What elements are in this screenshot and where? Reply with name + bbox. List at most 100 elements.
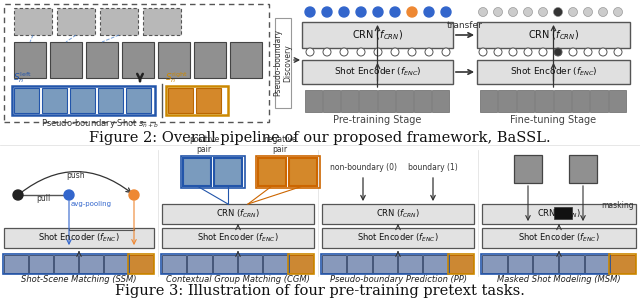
Circle shape <box>339 7 349 17</box>
Text: Shot Encoder ($f_{ENC}$): Shot Encoder ($f_{ENC}$) <box>357 232 439 244</box>
Text: CRN ($f_{CRN}$): CRN ($f_{CRN}$) <box>216 208 260 220</box>
Bar <box>212 255 237 273</box>
Text: Pseudo-boundary
Discovery: Pseudo-boundary Discovery <box>273 29 292 97</box>
Text: Contextual Group Matching (CGM): Contextual Group Matching (CGM) <box>166 275 310 284</box>
Circle shape <box>479 8 488 17</box>
Bar <box>256 156 320 188</box>
Text: Shot Encoder ($f_{ENC}$): Shot Encoder ($f_{ENC}$) <box>38 232 120 244</box>
Bar <box>143 8 181 35</box>
Bar <box>126 88 151 113</box>
Circle shape <box>425 48 433 56</box>
Bar <box>161 254 289 274</box>
Circle shape <box>614 48 622 56</box>
Text: push: push <box>67 171 85 180</box>
Bar <box>516 90 534 112</box>
Bar <box>609 254 636 274</box>
Circle shape <box>479 48 487 56</box>
Bar <box>590 90 607 112</box>
Bar <box>514 155 542 183</box>
Circle shape <box>424 7 434 17</box>
Bar <box>162 228 314 248</box>
Circle shape <box>323 48 331 56</box>
Text: $S_n^\mathrm{left}$: $S_n^\mathrm{left}$ <box>13 70 31 85</box>
Bar <box>122 42 154 78</box>
Text: CRN ($f_{CRN}$): CRN ($f_{CRN}$) <box>528 28 579 42</box>
Bar <box>14 42 46 78</box>
Circle shape <box>13 190 23 200</box>
Bar <box>302 22 453 48</box>
Bar <box>372 255 397 273</box>
Circle shape <box>374 48 382 56</box>
Bar <box>585 255 609 273</box>
Circle shape <box>357 48 365 56</box>
Text: Shot Encoder ($f_{ENC}$): Shot Encoder ($f_{ENC}$) <box>197 232 279 244</box>
Text: masking: masking <box>601 201 634 210</box>
Bar <box>499 90 516 112</box>
Bar <box>554 90 571 112</box>
Bar <box>162 255 186 273</box>
Text: Masked Shot Modeling (MSM): Masked Shot Modeling (MSM) <box>497 275 621 284</box>
Bar <box>4 255 28 273</box>
Bar <box>322 228 474 248</box>
Bar <box>162 204 314 224</box>
Text: transfer: transfer <box>447 21 483 30</box>
Text: Pre-training Stage: Pre-training Stage <box>333 115 422 125</box>
Bar <box>104 255 128 273</box>
Text: CRN ($f_{CRN}$): CRN ($f_{CRN}$) <box>352 28 403 42</box>
Bar <box>168 88 193 113</box>
Circle shape <box>524 48 532 56</box>
Bar <box>14 8 52 35</box>
Bar <box>258 158 286 186</box>
Circle shape <box>509 8 518 17</box>
Bar <box>423 255 447 273</box>
Bar <box>14 88 39 113</box>
Text: CRN ($f_{CRN}$): CRN ($f_{CRN}$) <box>537 208 581 220</box>
Bar <box>98 88 123 113</box>
Bar <box>70 88 95 113</box>
Circle shape <box>509 48 517 56</box>
Bar <box>129 255 153 273</box>
Circle shape <box>614 8 623 17</box>
Bar <box>569 155 597 183</box>
Bar <box>50 42 82 78</box>
Bar <box>559 255 584 273</box>
Bar <box>158 42 190 78</box>
Circle shape <box>554 48 562 56</box>
Circle shape <box>391 48 399 56</box>
Bar <box>360 90 376 112</box>
Bar <box>4 228 154 248</box>
Bar <box>29 255 53 273</box>
Bar <box>100 8 138 35</box>
Bar <box>535 90 552 112</box>
Bar <box>508 255 532 273</box>
Bar <box>572 90 589 112</box>
Text: Pseudo-boundary Prediction (PP): Pseudo-boundary Prediction (PP) <box>330 275 467 284</box>
Circle shape <box>493 8 502 17</box>
Circle shape <box>554 8 563 17</box>
Bar <box>57 8 95 35</box>
Bar <box>12 86 155 115</box>
Text: boundary (1): boundary (1) <box>408 163 458 172</box>
Bar <box>302 60 453 84</box>
Bar <box>378 90 395 112</box>
Circle shape <box>408 48 416 56</box>
Bar <box>482 204 636 224</box>
Bar <box>128 254 154 274</box>
Bar <box>398 255 422 273</box>
Bar <box>86 42 118 78</box>
Circle shape <box>494 48 502 56</box>
Circle shape <box>599 48 607 56</box>
Bar <box>322 255 346 273</box>
Bar <box>214 158 242 186</box>
Circle shape <box>322 7 332 17</box>
Bar <box>609 90 626 112</box>
Bar <box>413 90 431 112</box>
Circle shape <box>64 190 74 200</box>
Text: Fine-tuning Stage: Fine-tuning Stage <box>511 115 596 125</box>
Bar <box>4 4 269 122</box>
Bar <box>289 158 317 186</box>
Bar <box>166 86 228 115</box>
Bar <box>348 255 372 273</box>
Bar <box>321 254 449 274</box>
Circle shape <box>306 48 314 56</box>
